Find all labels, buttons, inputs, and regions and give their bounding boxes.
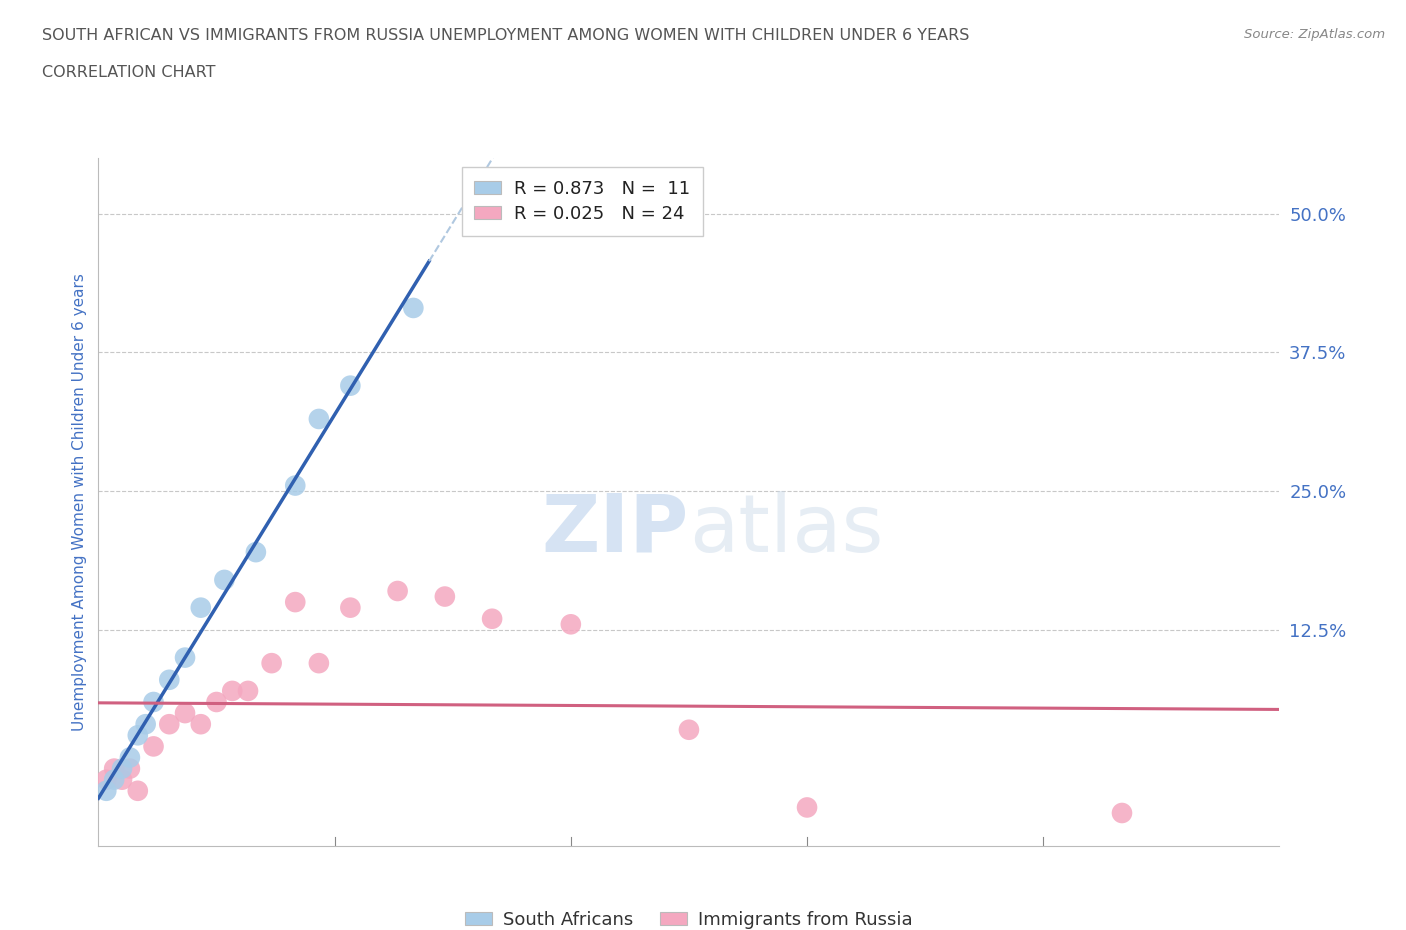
Point <box>308 656 330 671</box>
Point <box>157 717 180 732</box>
Y-axis label: Unemployment Among Women with Children Under 6 years: Unemployment Among Women with Children U… <box>72 273 87 731</box>
Point <box>214 573 236 588</box>
Point <box>245 545 267 560</box>
Point <box>174 706 197 721</box>
Point <box>135 717 157 732</box>
Point <box>678 723 700 737</box>
Point <box>1111 805 1133 820</box>
Point <box>142 739 165 754</box>
Point <box>118 751 141 765</box>
Point <box>284 478 307 493</box>
Point <box>796 800 818 815</box>
Point <box>190 717 212 732</box>
Point <box>111 772 134 787</box>
Text: Source: ZipAtlas.com: Source: ZipAtlas.com <box>1244 28 1385 41</box>
Point <box>96 783 118 798</box>
Point <box>387 583 409 598</box>
Point <box>127 728 149 743</box>
Point <box>190 600 212 615</box>
Point <box>142 695 165 710</box>
Point <box>111 761 134 776</box>
Point <box>308 411 330 426</box>
Point <box>260 656 283 671</box>
Point <box>481 611 503 626</box>
Point <box>236 684 259 698</box>
Point <box>157 672 180 687</box>
Point <box>339 379 361 393</box>
Point <box>118 761 141 776</box>
Point <box>103 761 125 776</box>
Point <box>284 594 307 609</box>
Point <box>174 650 197 665</box>
Point <box>221 684 243 698</box>
Point <box>402 300 425 315</box>
Text: ZIP: ZIP <box>541 491 689 569</box>
Text: SOUTH AFRICAN VS IMMIGRANTS FROM RUSSIA UNEMPLOYMENT AMONG WOMEN WITH CHILDREN U: SOUTH AFRICAN VS IMMIGRANTS FROM RUSSIA … <box>42 28 970 43</box>
Point <box>205 695 228 710</box>
Legend: South Africans, Immigrants from Russia: South Africans, Immigrants from Russia <box>458 904 920 930</box>
Point <box>339 600 361 615</box>
Text: atlas: atlas <box>689 491 883 569</box>
Point <box>103 772 125 787</box>
Point <box>127 783 149 798</box>
Point <box>96 772 118 787</box>
Text: CORRELATION CHART: CORRELATION CHART <box>42 65 215 80</box>
Point <box>433 589 456 604</box>
Point <box>560 617 582 631</box>
